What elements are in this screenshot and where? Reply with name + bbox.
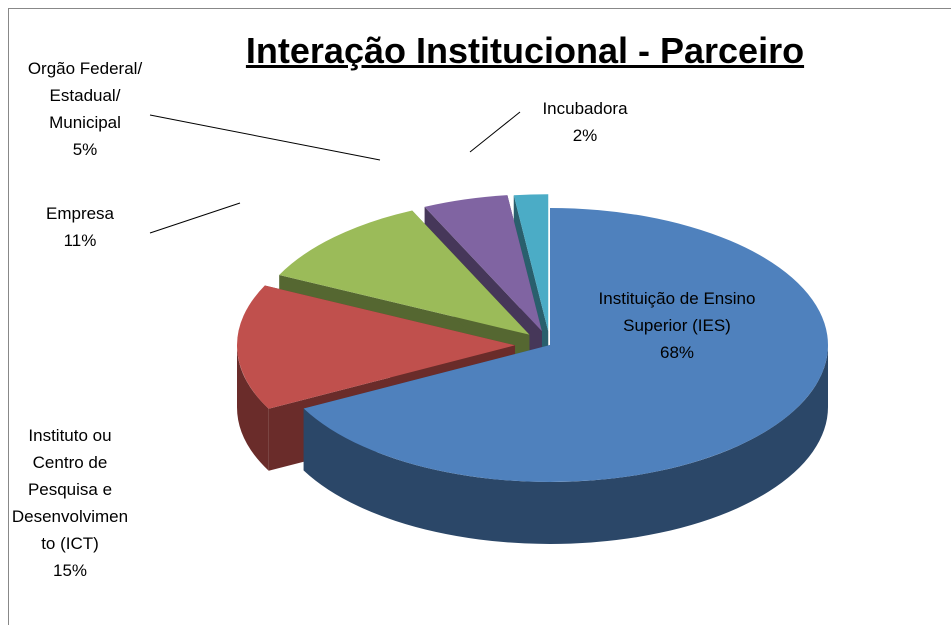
leader-line — [469, 111, 521, 153]
category-label: Instituto ou Centro de Pesquisa e Desenv… — [11, 426, 129, 553]
chart-title: Interação Institucional - Parceiro — [245, 30, 805, 71]
data-label: Orgão Federal/ Estadual/ Municipal 5% — [20, 55, 150, 163]
value-label: 2% — [572, 126, 598, 145]
value-label: 5% — [72, 140, 98, 159]
slice — [279, 210, 530, 335]
slice — [237, 285, 516, 409]
data-label: Empresa 11% — [10, 200, 150, 254]
slice-side — [303, 345, 829, 545]
category-label: Incubadora — [542, 99, 628, 118]
category-label: Orgão Federal/ Estadual/ Municipal — [27, 59, 143, 132]
category-label: Empresa — [45, 204, 115, 223]
category-label: Instituição de Ensino Superior (IES) — [598, 289, 756, 335]
pie — [237, 194, 829, 545]
slice-side — [237, 345, 269, 471]
value-label: 15% — [52, 561, 88, 580]
leader-line — [149, 114, 381, 161]
data-label: Incubadora 2% — [500, 95, 670, 149]
slice — [303, 208, 828, 482]
value-label: 11% — [63, 231, 97, 250]
chart-frame — [8, 8, 951, 625]
slice — [424, 195, 542, 332]
value-label: 68% — [659, 343, 695, 362]
data-label: Instituto ou Centro de Pesquisa e Desenv… — [10, 422, 130, 584]
data-label: Instituição de Ensino Superior (IES) 68% — [592, 285, 762, 366]
slice — [513, 194, 549, 332]
leader-line — [149, 202, 241, 234]
